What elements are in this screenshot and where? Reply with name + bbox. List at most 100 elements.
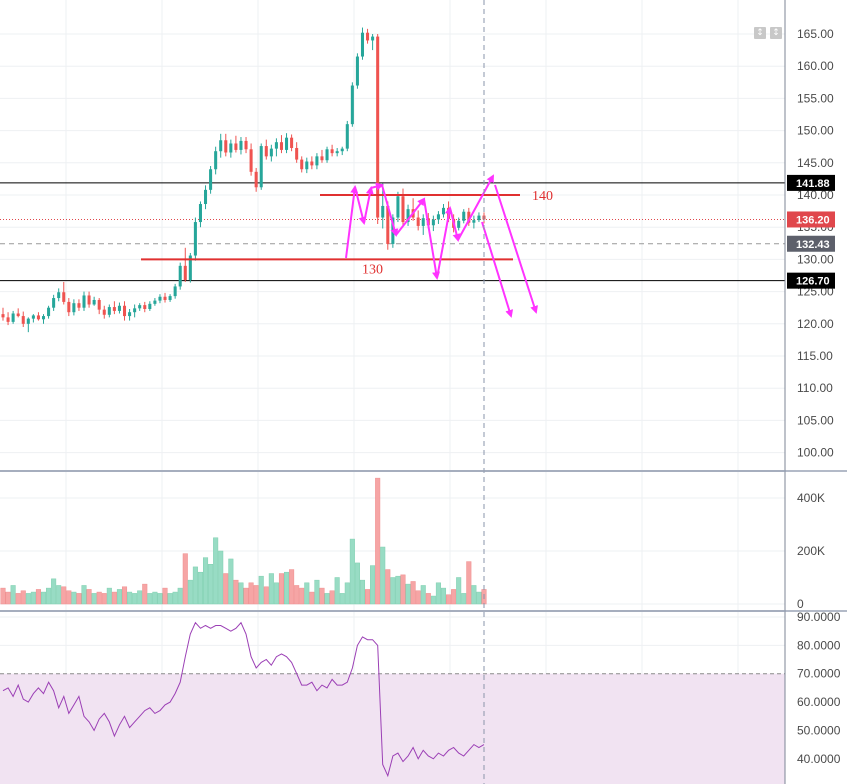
dashed-level-tag-bg bbox=[787, 235, 835, 252]
candle-body bbox=[340, 148, 344, 152]
volume-bar bbox=[127, 591, 133, 605]
candle-body bbox=[112, 307, 116, 311]
volume-bar bbox=[132, 593, 138, 605]
volume-bar bbox=[471, 585, 477, 605]
volume-tick-label: 0 bbox=[797, 597, 804, 611]
candle-body bbox=[107, 307, 111, 315]
volume-bar bbox=[162, 587, 168, 605]
level-price-tag-bg bbox=[787, 272, 835, 289]
volume-bar bbox=[35, 589, 41, 605]
candle-body bbox=[87, 295, 91, 305]
settings-toggle-icon[interactable]: ↕ bbox=[770, 27, 782, 39]
candle-body bbox=[52, 298, 56, 308]
projection-arrow bbox=[381, 184, 399, 237]
volume-bar bbox=[476, 591, 482, 605]
projection-arrow bbox=[354, 186, 367, 225]
volume-bar bbox=[152, 591, 158, 605]
last-price-tag: 136.20 bbox=[796, 214, 830, 226]
candle-body bbox=[366, 32, 370, 41]
volume-bar bbox=[66, 590, 72, 605]
volume-bar bbox=[25, 593, 31, 605]
volume-bar bbox=[248, 582, 254, 605]
volume-bar bbox=[466, 561, 472, 605]
volume-bar bbox=[410, 581, 416, 605]
price-tick-label: 115.00 bbox=[797, 349, 833, 363]
volume-bar bbox=[446, 594, 452, 605]
rsi-tick-label: 60.0000 bbox=[797, 695, 841, 709]
volume-bar bbox=[15, 593, 21, 605]
volume-bar bbox=[228, 558, 234, 605]
candle-body bbox=[239, 140, 243, 150]
candle-body bbox=[274, 142, 278, 149]
projection-arrow bbox=[449, 207, 461, 242]
candle-body bbox=[168, 296, 172, 300]
volume-bar bbox=[76, 593, 82, 605]
candle-body bbox=[416, 217, 420, 226]
candle-body bbox=[102, 309, 106, 315]
volume-bar bbox=[223, 573, 229, 605]
candle-body bbox=[355, 56, 359, 86]
volume-bar bbox=[278, 573, 285, 605]
volume-bar bbox=[157, 593, 163, 605]
candle-body bbox=[254, 171, 258, 188]
volume-bar bbox=[294, 585, 300, 605]
projection-arrow bbox=[370, 182, 384, 191]
candle-body bbox=[229, 143, 233, 153]
candle-body bbox=[477, 215, 481, 221]
candle-body bbox=[82, 295, 86, 308]
volume-bar bbox=[197, 571, 203, 605]
projection-arrow bbox=[494, 184, 538, 314]
candle-body bbox=[386, 205, 390, 244]
last-price-tag-bg bbox=[787, 211, 835, 228]
volume-bar bbox=[91, 593, 97, 605]
rsi-tick-label: 80.0000 bbox=[797, 638, 841, 652]
volume-bar bbox=[375, 477, 381, 605]
candle-body bbox=[401, 196, 405, 223]
candle-body bbox=[163, 296, 167, 300]
candle-body bbox=[77, 303, 81, 308]
candle-body bbox=[6, 317, 10, 322]
candle-body bbox=[138, 305, 142, 309]
volume-bar bbox=[177, 587, 183, 605]
volume-bar bbox=[86, 589, 92, 605]
projection-arrow bbox=[436, 206, 453, 279]
volume-bar bbox=[359, 579, 366, 605]
price-tick-label: 140.00 bbox=[797, 188, 834, 202]
volume-bar bbox=[430, 595, 436, 605]
volume-bar bbox=[121, 586, 128, 605]
level-price-tag: 126.70 bbox=[796, 276, 830, 288]
volume-bar bbox=[187, 579, 193, 605]
candle-body bbox=[21, 316, 25, 324]
volume-bar bbox=[142, 583, 148, 605]
volume-bar bbox=[329, 590, 335, 605]
candle-body bbox=[31, 315, 35, 319]
candle-body bbox=[214, 151, 218, 170]
volume-bar bbox=[167, 593, 173, 605]
volume-bar bbox=[349, 538, 355, 605]
scale-toggle-icon[interactable]: ↕ bbox=[754, 27, 766, 39]
candle-body bbox=[188, 255, 192, 281]
volume-bar bbox=[192, 566, 198, 605]
rsi-tick-label: 40.0000 bbox=[797, 752, 841, 766]
price-tick-label: 145.00 bbox=[797, 156, 834, 170]
volume-bar bbox=[10, 585, 16, 605]
volume-bar bbox=[344, 582, 350, 605]
candle-body bbox=[335, 151, 339, 154]
candle-body bbox=[249, 149, 253, 172]
volume-bar bbox=[395, 575, 401, 605]
level-price-tag-bg bbox=[787, 174, 835, 191]
candle-body bbox=[315, 156, 319, 166]
candle-body bbox=[117, 305, 121, 311]
candle-body bbox=[173, 286, 177, 297]
candle-body bbox=[193, 222, 197, 256]
candle-body bbox=[431, 219, 435, 226]
volume-bar bbox=[309, 591, 315, 605]
volume-bar bbox=[40, 591, 47, 605]
candle-body bbox=[158, 296, 162, 301]
volume-bar bbox=[116, 589, 122, 605]
candle-body bbox=[224, 140, 228, 153]
support-label: 130 bbox=[362, 262, 383, 277]
volume-bar bbox=[334, 577, 340, 605]
candle-body bbox=[183, 265, 187, 281]
